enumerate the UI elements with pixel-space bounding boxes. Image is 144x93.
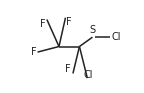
Text: Cl: Cl xyxy=(84,70,93,80)
Text: F: F xyxy=(65,64,71,74)
Text: F: F xyxy=(40,19,46,29)
Text: F: F xyxy=(66,17,72,27)
Text: S: S xyxy=(89,25,95,35)
Text: Cl: Cl xyxy=(111,32,121,42)
Text: F: F xyxy=(31,47,37,57)
